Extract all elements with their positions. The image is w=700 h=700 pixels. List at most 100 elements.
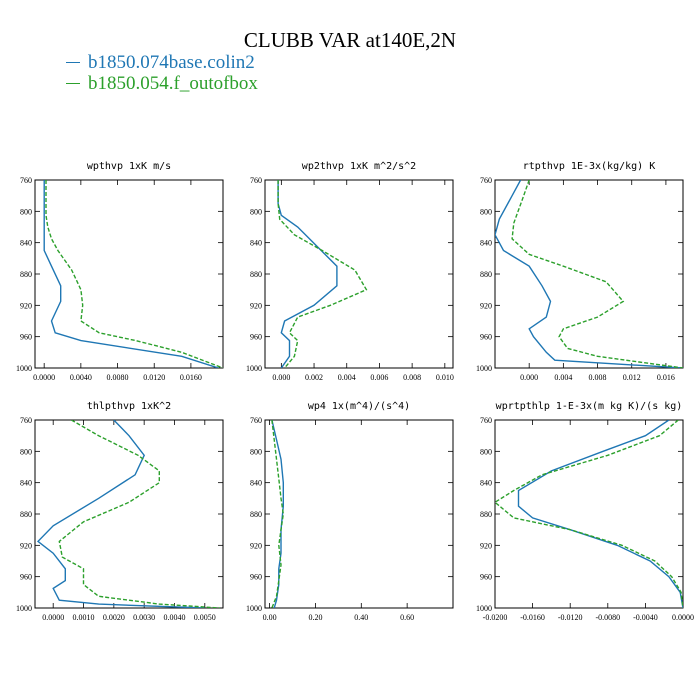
panel-6: wprtpthlp 1-E-3x(m kg K)/(s kg) 760 800 840… — [476, 401, 694, 622]
y-tick-label: 880 — [20, 270, 32, 279]
y-tick-label: 960 — [20, 573, 32, 582]
y-tick-label: 920 — [20, 541, 32, 550]
y-tick-label: 1000 — [476, 604, 492, 613]
x-tick-label: 0.008 — [403, 373, 421, 382]
x-tick-label: 0.000 — [272, 373, 290, 382]
panel-title: thlpthvp 1xK^2 — [87, 401, 171, 412]
x-tick-label: 0.20 — [308, 613, 322, 622]
y-tick-label: 840 — [480, 239, 492, 248]
panel-1: wpthvp 1xK m/s76080084088092096010000.00… — [16, 161, 224, 382]
y-tick-label: 800 — [250, 447, 262, 456]
series-line-2 — [45, 180, 223, 368]
x-tick-label: -0.0120 — [558, 613, 583, 622]
y-tick-label: 880 — [480, 270, 492, 279]
series-line-2 — [511, 180, 683, 368]
legend-label-1: b1850.074base.colin2 — [88, 52, 255, 73]
x-tick-label: 0.0040 — [163, 613, 185, 622]
panel-2: wp2thvp 1xK m^2/s^2 760 800 840 880 920 960 100… — [246, 161, 454, 382]
plot-frame — [34, 179, 224, 369]
x-tick-label: -0.0080 — [595, 613, 620, 622]
y-tick-label: 960 — [250, 333, 262, 342]
x-tick-label: 0.0160 — [180, 373, 202, 382]
x-tick-label: 0.0010 — [73, 613, 95, 622]
y-tick-label: 800 — [20, 207, 32, 216]
figure-title: CLUBB VAR at140E,2N — [243, 28, 457, 52]
x-tick-label: -0.0160 — [520, 613, 545, 622]
y-tick-label: 880 — [480, 510, 492, 519]
x-tick-label: 0.0000 — [42, 613, 64, 622]
x-tick-label: 0.00 — [263, 613, 277, 622]
x-tick-label: 0.016 — [657, 373, 675, 382]
panel-5: wp4 1x(m^4)/(s^4)76080084088092096010000… — [246, 401, 454, 622]
y-tick-label: 960 — [20, 333, 32, 342]
legend-entry-1: b1850.074base.colin2 — [66, 52, 255, 74]
x-tick-label: 0.0000 — [672, 613, 694, 622]
panel-title: wprtpthlp 1-E-3x(m kg K)/(s kg) — [496, 401, 683, 412]
y-tick-label: 960 — [480, 573, 492, 582]
x-tick-label: 0.0030 — [133, 613, 155, 622]
series-line-1 — [43, 180, 219, 368]
panel-title: rtpthvp 1E-3x(kg/kg) K — [523, 161, 655, 172]
series-line-1 — [271, 420, 284, 608]
y-tick-label: 880 — [250, 510, 262, 519]
y-tick-label: 800 — [480, 447, 492, 456]
panel-3: rtpthvp 1E-3x(kg/kg) K 760 800 840 880 920 960… — [476, 161, 684, 382]
x-tick-label: 0.000 — [520, 373, 538, 382]
y-tick-label: 1000 — [16, 604, 32, 613]
plot-frame — [34, 419, 224, 609]
panel-4: thlpthvp 1xK^2 760 800 840 880 920 960 1000 0.00… — [16, 401, 224, 622]
series-line-1 — [277, 180, 338, 368]
legend-label-2: b1850.054.f_outofbox — [88, 73, 258, 94]
x-tick-label: 0.010 — [436, 373, 454, 382]
y-tick-label: 760 — [250, 176, 262, 185]
series-line-2 — [58, 420, 221, 608]
y-tick-label: 920 — [250, 301, 262, 310]
y-tick-label: 1000 — [246, 364, 262, 373]
legend-entry-2: b1850.054.f_outofbox — [66, 73, 258, 95]
legend-swatch-2 — [66, 83, 80, 85]
y-tick-label: 840 — [250, 479, 262, 488]
x-tick-label: 0.004 — [554, 373, 572, 382]
panel-title: wp2thvp 1xK m^2/s^2 — [302, 161, 416, 172]
y-tick-label: 960 — [250, 573, 262, 582]
y-tick-label: 840 — [20, 239, 32, 248]
y-tick-label: 960 — [480, 333, 492, 342]
plot-frame — [264, 179, 454, 369]
x-tick-label: -0.0040 — [633, 613, 658, 622]
series-line-1 — [36, 420, 205, 608]
x-tick-label: 0.60 — [400, 613, 414, 622]
y-tick-label: 880 — [250, 270, 262, 279]
y-tick-label: 840 — [250, 239, 262, 248]
x-tick-label: 0.0050 — [194, 613, 216, 622]
y-tick-label: 760 — [20, 416, 32, 425]
x-tick-label: 0.012 — [623, 373, 641, 382]
y-tick-label: 920 — [20, 301, 32, 310]
series-line-1 — [517, 420, 683, 608]
y-tick-label: 800 — [250, 207, 262, 216]
x-tick-label: 0.0040 — [70, 373, 92, 382]
y-tick-label: 1000 — [476, 364, 492, 373]
x-tick-label: 0.006 — [370, 373, 388, 382]
plot-frame — [264, 419, 454, 609]
y-tick-label: 840 — [20, 479, 32, 488]
y-tick-label: 760 — [250, 416, 262, 425]
y-tick-label: 920 — [480, 541, 492, 550]
y-tick-label: 760 — [480, 176, 492, 185]
y-tick-label: 880 — [20, 510, 32, 519]
x-tick-label: 0.002 — [305, 373, 323, 382]
x-tick-label: 0.004 — [338, 373, 356, 382]
y-tick-label: 760 — [20, 176, 32, 185]
series-line-2 — [271, 420, 285, 608]
panel-title: wpthvp 1xK m/s — [87, 161, 171, 172]
x-tick-label: 0.008 — [589, 373, 607, 382]
plot-frame — [494, 419, 684, 609]
y-tick-label: 800 — [480, 207, 492, 216]
series-line-2 — [495, 420, 683, 608]
x-tick-label: 0.0000 — [33, 373, 55, 382]
y-tick-label: 1000 — [16, 364, 32, 373]
x-tick-label: 0.40 — [354, 613, 368, 622]
x-tick-label: 0.0120 — [143, 373, 165, 382]
series-line-2 — [277, 180, 368, 368]
y-tick-label: 840 — [480, 479, 492, 488]
